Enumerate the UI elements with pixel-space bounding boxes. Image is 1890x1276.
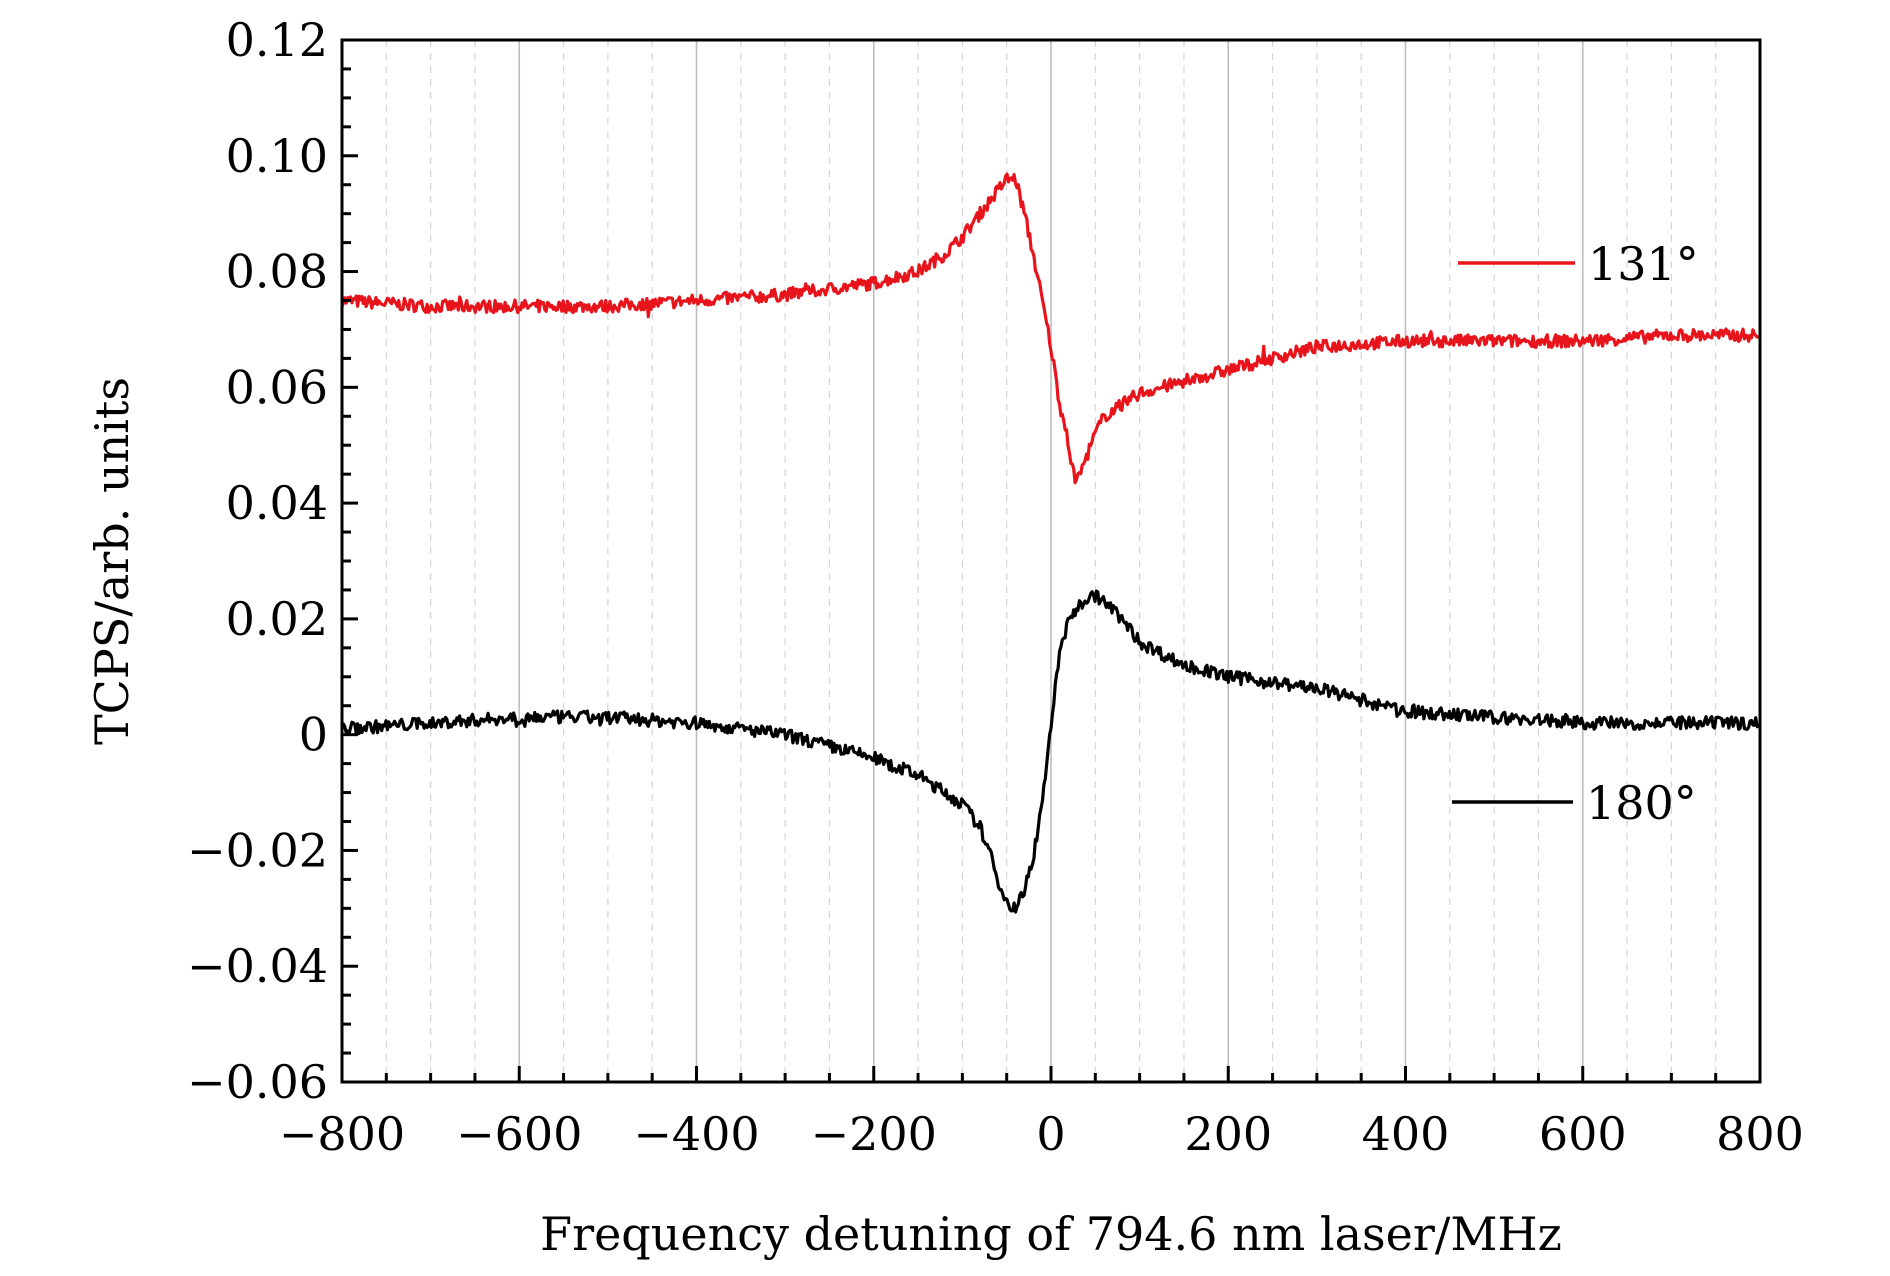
legend-label: 131° <box>1588 237 1699 291</box>
y-axis-title: TCPS/arb. units <box>85 377 139 745</box>
y-tick-label: 0 <box>299 708 328 762</box>
y-tick-label: 0.10 <box>226 129 328 183</box>
series-line-0 <box>340 172 1760 485</box>
grid-lines <box>385 40 1717 1082</box>
x-tick-label: −600 <box>456 1107 582 1161</box>
legend: 131° 180° <box>1452 237 1699 830</box>
y-tick-label: −0.02 <box>187 823 328 877</box>
x-tick-label: −400 <box>633 1107 759 1161</box>
y-tick-label: −0.04 <box>187 939 328 993</box>
x-tick-labels: −800 −600 −400 −200 0 200 400 600 800 <box>279 1107 1804 1161</box>
y-tick-label: 0.02 <box>226 592 328 646</box>
axis-ticks <box>340 38 1762 1084</box>
y-tick-label: 0.08 <box>226 245 328 299</box>
y-tick-labels: −0.06 −0.04 −0.02 0 0.02 0.04 0.06 0.08 0.10 0.12 <box>187 13 328 1109</box>
x-tick-label: 0 <box>1036 1107 1065 1161</box>
x-tick-label: 600 <box>1539 1107 1627 1161</box>
y-tick-label: 0.04 <box>226 476 328 530</box>
x-tick-label: −800 <box>279 1107 405 1161</box>
y-tick-label: −0.06 <box>187 1055 328 1109</box>
y-tick-label: 0.12 <box>226 13 328 67</box>
x-tick-label: −200 <box>811 1107 937 1161</box>
x-axis-title: Frequency detuning of 794.6 nm laser/MHz <box>540 1207 1562 1261</box>
x-tick-label: 400 <box>1362 1107 1450 1161</box>
x-tick-label: 200 <box>1184 1107 1272 1161</box>
series-line-1 <box>340 589 1760 914</box>
legend-label: 180° <box>1586 776 1697 830</box>
y-tick-label: 0.06 <box>226 360 328 414</box>
series-lines <box>340 172 1760 914</box>
x-tick-label: 800 <box>1716 1107 1804 1161</box>
